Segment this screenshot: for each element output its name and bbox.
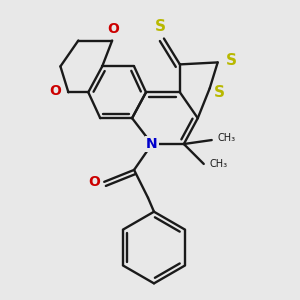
- Text: N: N: [146, 137, 158, 151]
- Text: O: O: [88, 175, 100, 189]
- Text: S: S: [226, 53, 237, 68]
- Text: S: S: [214, 85, 225, 100]
- Text: CH₃: CH₃: [218, 133, 236, 143]
- Text: S: S: [154, 19, 166, 34]
- Text: O: O: [50, 84, 62, 98]
- Text: CH₃: CH₃: [210, 159, 228, 169]
- Text: O: O: [107, 22, 119, 36]
